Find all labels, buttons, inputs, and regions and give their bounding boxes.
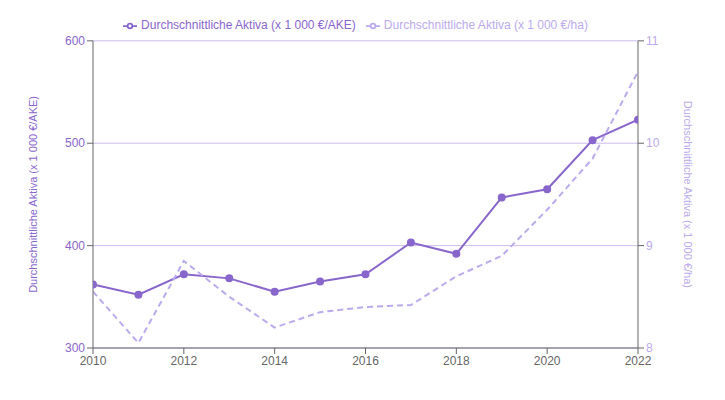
svg-text:300: 300	[65, 341, 85, 355]
svg-text:2022: 2022	[625, 354, 652, 368]
html-text:Durchschnittliche Aktiva (x 1: Durchschnittliche Aktiva (x 1 000 €/ha)	[383, 18, 588, 32]
svg-text:11: 11	[646, 34, 659, 48]
svg-text:2016: 2016	[352, 354, 379, 368]
svg-text:600: 600	[65, 34, 85, 48]
svg-text:9: 9	[646, 239, 653, 253]
svg-text:2010: 2010	[80, 354, 107, 368]
svg-text:2018: 2018	[443, 354, 470, 368]
svg-text:2020: 2020	[534, 354, 561, 368]
svg-text:500: 500	[65, 136, 85, 150]
svg-text:2014: 2014	[261, 354, 288, 368]
html-text:Durchschnittliche Aktiva (x 1: Durchschnittliche Aktiva (x 1 000 €/AKE)	[141, 18, 356, 32]
svg-text:Durchschnittliche Aktiva (x 1: Durchschnittliche Aktiva (x 1 000 €/ha)	[682, 101, 694, 288]
svg-text:400: 400	[65, 239, 85, 253]
svg-text:8: 8	[646, 341, 653, 355]
svg-text:2012: 2012	[170, 354, 197, 368]
svg-text:10: 10	[646, 136, 660, 150]
svg-text:Durchschnittliche Aktiva (x 1: Durchschnittliche Aktiva (x 1 000 €/AKE)	[27, 96, 39, 293]
